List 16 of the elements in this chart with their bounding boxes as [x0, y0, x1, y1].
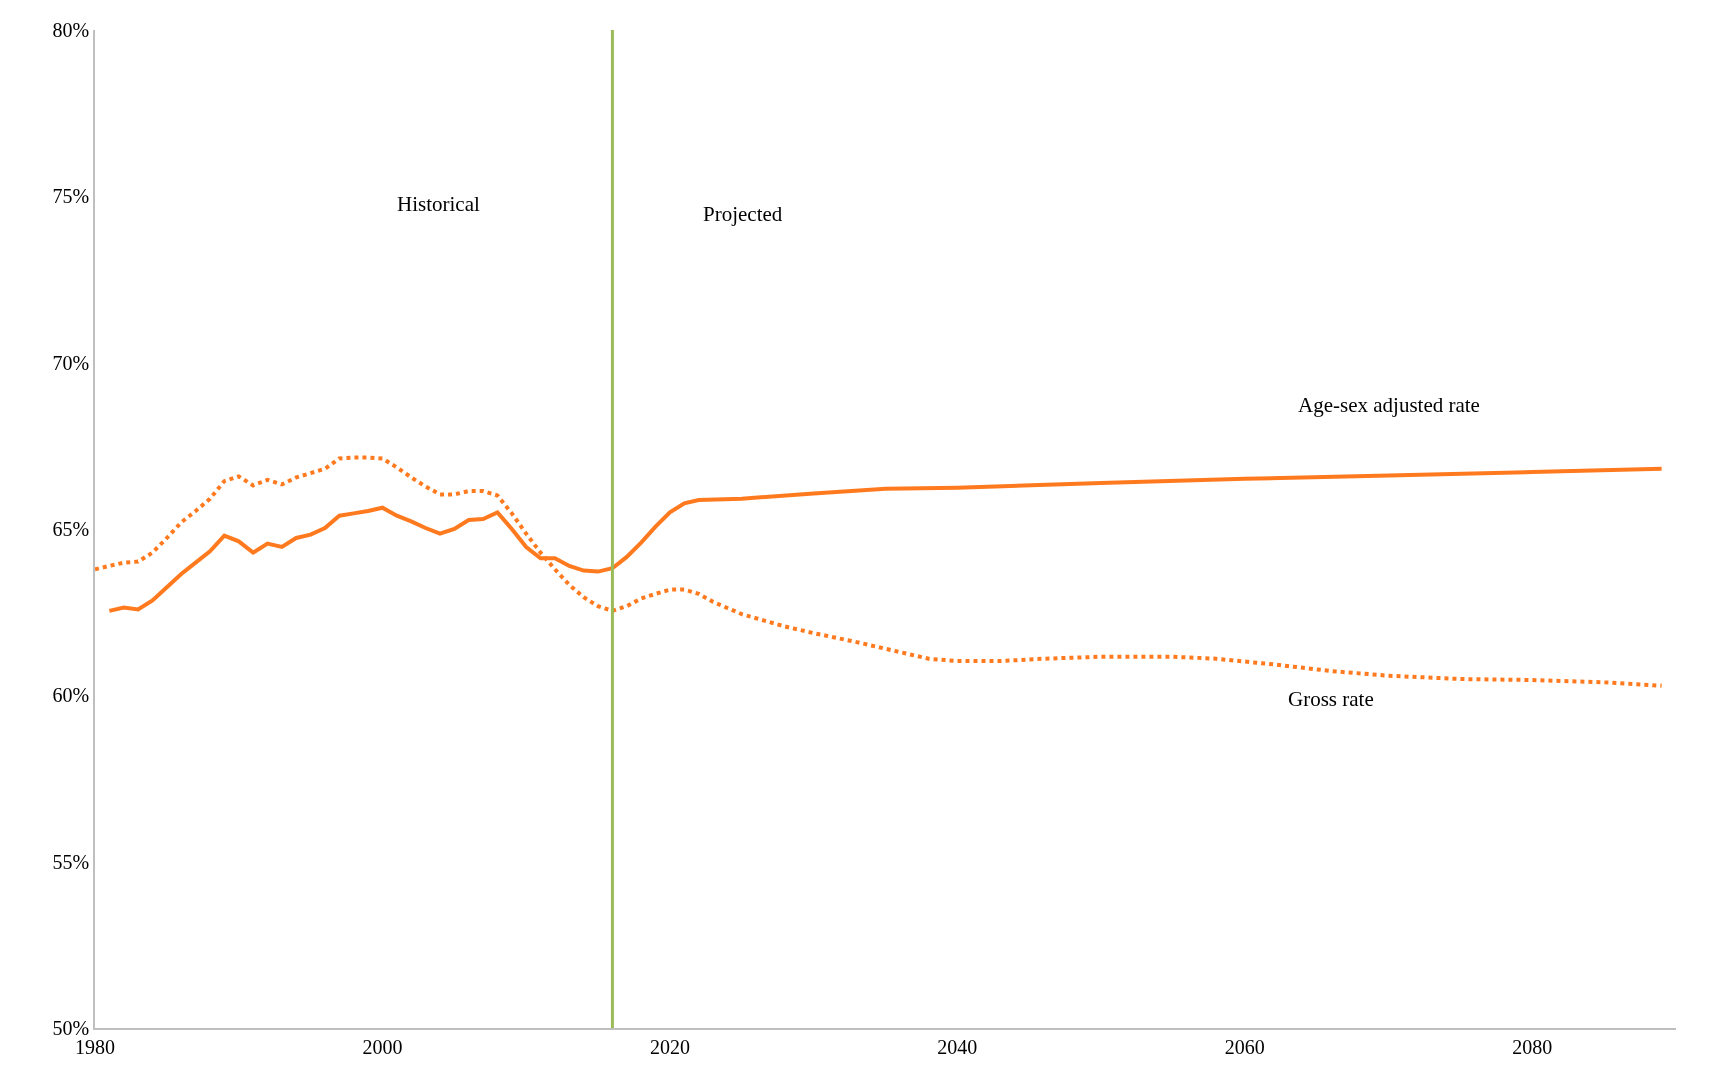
- y-tick-label: 60%: [52, 684, 90, 707]
- text: Age-sex adjusted rate: [1298, 393, 1480, 417]
- x-tick-label: 2080: [1512, 1035, 1553, 1058]
- y-tick-label: 75%: [52, 185, 90, 208]
- x-tick-label: 2040: [937, 1035, 978, 1058]
- annotation: Historical: [397, 192, 480, 216]
- y-tick-label: 80%: [52, 19, 90, 41]
- x-tick-label: 2000: [362, 1035, 403, 1058]
- annotation: Projected: [703, 202, 783, 226]
- x-tick-label: 2060: [1224, 1035, 1265, 1058]
- series-label: Gross rate: [1288, 687, 1374, 711]
- y-tick-label: 65%: [52, 518, 90, 540]
- line-series: [95, 455, 1664, 688]
- y-tick-label: 55%: [52, 850, 90, 873]
- x-tick-label: 2020: [649, 1035, 690, 1058]
- y-tick-label: 70%: [52, 351, 90, 374]
